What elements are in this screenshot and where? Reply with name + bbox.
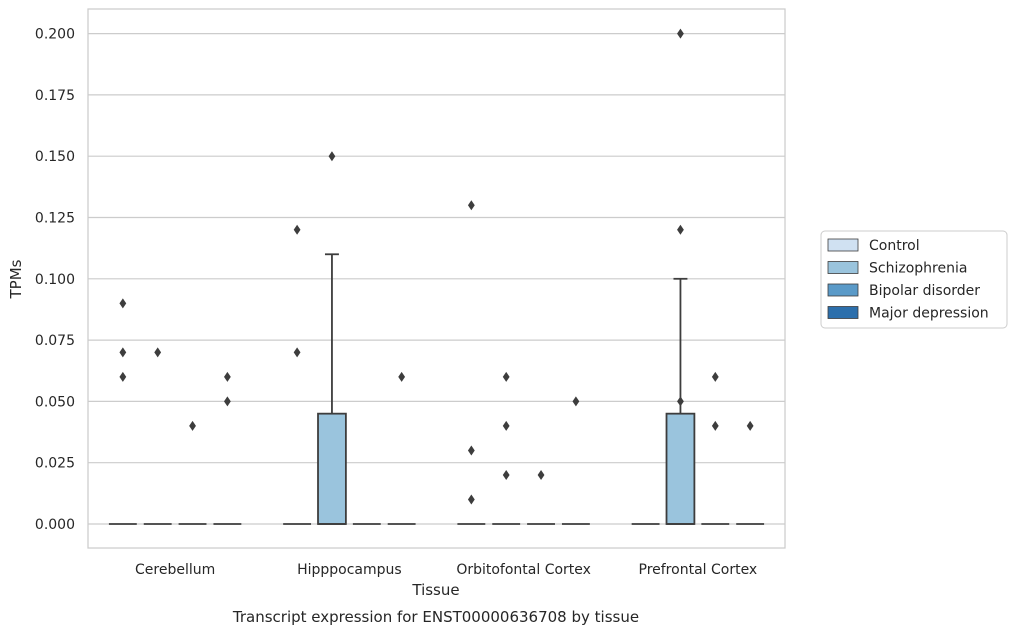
outlier-point <box>467 445 475 456</box>
legend-label: Bipolar disorder <box>869 283 980 299</box>
outlier-point <box>293 347 301 358</box>
box-plot-marks <box>108 28 765 525</box>
legend-swatch <box>827 306 859 319</box>
outlier-point <box>119 371 127 382</box>
outlier-point <box>572 396 580 407</box>
outlier-point <box>502 371 510 382</box>
x-tick-label: Hipppocampus <box>297 562 402 578</box>
legend-frame <box>820 230 1008 329</box>
y-tick-label: 0.200 <box>35 27 75 43</box>
outlier-point <box>189 420 196 431</box>
x-tick-label: Cerebellum <box>135 562 215 578</box>
series-group <box>213 371 765 525</box>
y-tick-label: 0.100 <box>35 272 75 288</box>
box <box>665 412 696 525</box>
outlier-point <box>328 151 336 162</box>
outlier-point <box>224 371 231 382</box>
series-group <box>178 371 730 525</box>
x-tick-label: Orbitofontal Cortex <box>456 562 591 578</box>
x-axis-ticks: Cerebellum Hipppocampus Orbitofontal Corte… <box>135 562 757 578</box>
legend-label: Control <box>869 238 920 254</box>
y-tick-label: 0.125 <box>35 211 75 227</box>
legend-swatch <box>827 238 859 252</box>
series-group <box>143 28 696 525</box>
legend-items: Control Schizophrenia Bipolar disorder Majo… <box>827 238 989 322</box>
outlier-point <box>746 420 754 431</box>
outlier-point <box>677 224 684 235</box>
outlier-point <box>154 347 162 358</box>
y-tick-label: 0.175 <box>35 88 75 104</box>
legend-swatch <box>827 261 859 274</box>
series-group <box>108 200 660 525</box>
outlier-point <box>677 396 684 407</box>
outlier-point <box>224 396 231 407</box>
chart-title: Transcript expression for ENST0000063670… <box>232 608 639 626</box>
y-axis-label: TPMs <box>7 259 25 299</box>
legend-label: Schizophrenia <box>869 261 967 277</box>
x-axis-label: Tissue <box>411 581 459 599</box>
y-tick-label: 0.150 <box>35 149 75 165</box>
legend-label: Major depression <box>869 306 989 322</box>
outlier-point <box>502 469 510 480</box>
legend-swatch <box>827 283 859 297</box>
outlier-point <box>119 347 127 358</box>
box <box>317 412 347 525</box>
outlier-point <box>467 494 475 505</box>
legend: Control Schizophrenia Bipolar disorder Majo… <box>820 230 1008 329</box>
gridlines <box>88 32 785 525</box>
y-tick-label: 0.025 <box>35 456 75 472</box>
y-tick-label: 0.075 <box>35 333 75 349</box>
outlier-point <box>293 224 301 235</box>
y-axis-ticks: 0.000 0.025 0.050 0.075 0.100 0.125 0.150 0.175… <box>35 27 75 533</box>
outlier-point <box>119 298 127 309</box>
y-tick-label: 0.000 <box>35 517 75 533</box>
outlier-point <box>537 469 545 480</box>
plot-frame <box>87 8 786 549</box>
outlier-point <box>502 420 510 431</box>
outlier-point <box>467 200 475 211</box>
outlier-point <box>711 420 719 431</box>
outlier-point <box>711 371 719 382</box>
y-tick-label: 0.050 <box>35 394 75 410</box>
outlier-point <box>677 28 684 39</box>
x-tick-label: Prefrontal Cortex <box>639 562 758 578</box>
outlier-point <box>398 371 406 382</box>
